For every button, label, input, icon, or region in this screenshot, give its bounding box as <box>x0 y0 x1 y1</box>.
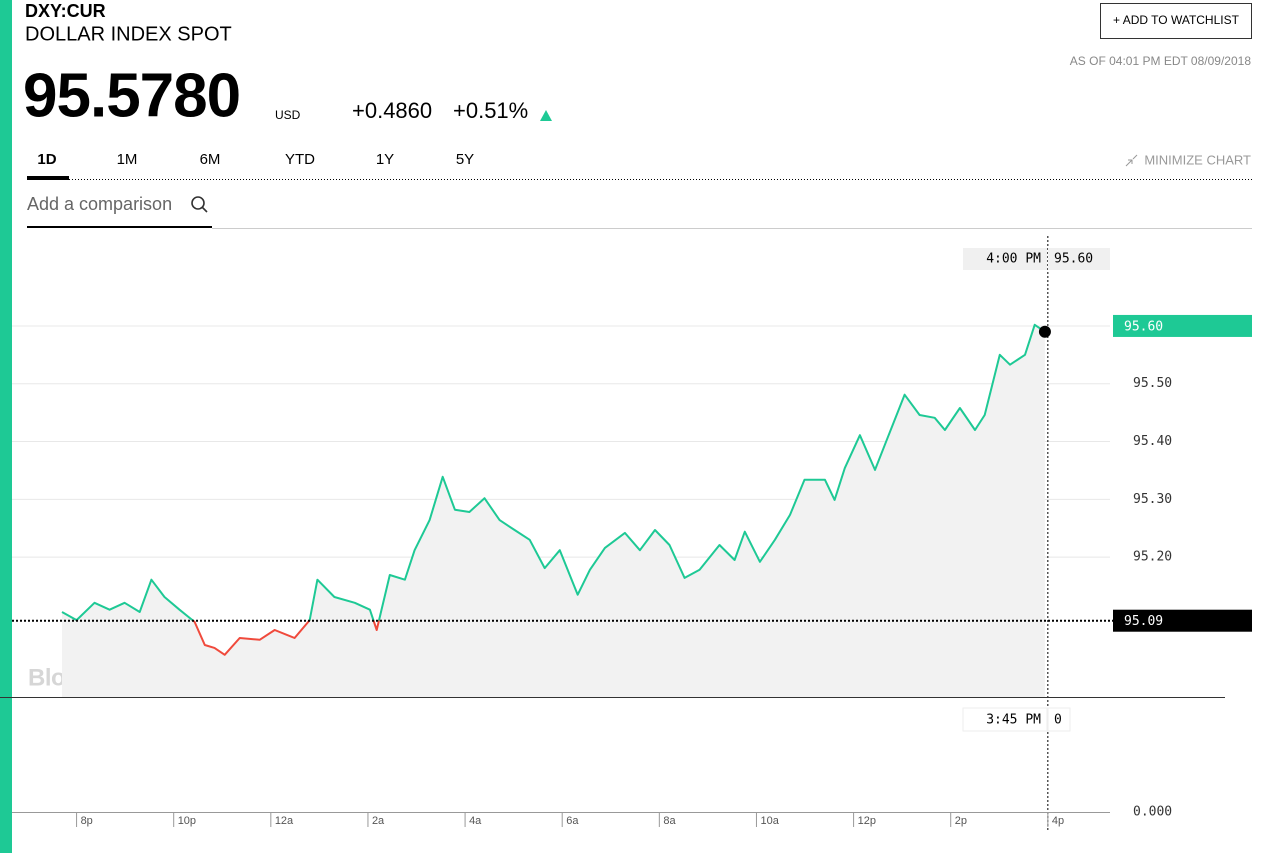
area <box>62 324 1045 697</box>
crosshair-time-box <box>963 248 1047 270</box>
tab[interactable]: YTD <box>285 151 315 168</box>
volume-value-box <box>1047 707 1071 732</box>
crosshair-value-box <box>1048 248 1110 270</box>
x-tick-label: 6a <box>566 815 579 827</box>
chart: BloombergMarkets95.2095.3095.4095.5095.0… <box>0 236 1252 830</box>
y-tick-label: 95.20 <box>1133 550 1172 565</box>
up-arrow <box>540 110 552 121</box>
volume-time: 3:45 PM <box>986 713 1041 728</box>
x-tick-label: 8a <box>663 815 676 827</box>
x-tick-label: 4p <box>1052 815 1064 827</box>
tab[interactable]: 1D <box>37 151 56 168</box>
tab[interactable]: 1M <box>117 151 138 168</box>
y-tick-label: 95.50 <box>1133 376 1172 391</box>
tabs: 1D 1M 6M YTD 1Y 5Y <box>37 151 474 168</box>
change-pct: +0.51% <box>453 98 528 123</box>
last-price-label: 95.60 <box>1124 319 1163 334</box>
x-tick-label: 2a <box>372 815 385 827</box>
crosshair-time: 4:00 PM <box>986 252 1041 267</box>
x-tick-label: 10a <box>760 815 779 827</box>
tab[interactable]: 5Y <box>456 151 474 168</box>
x-tick-label: 12p <box>858 815 876 827</box>
tab[interactable]: 1Y <box>376 151 394 168</box>
symbol: DXY:CUR <box>25 1 106 21</box>
x-tick-label: 4a <box>469 815 482 827</box>
previous-close-label: 95.09 <box>1124 614 1163 629</box>
volume-value: 0 <box>1054 713 1062 728</box>
minimize-button[interactable]: MINIMIZE CHART <box>1125 152 1251 167</box>
last-price-box <box>1113 314 1252 337</box>
price: 95.5780 <box>23 61 240 130</box>
active-tab-underline <box>27 176 69 180</box>
volume-axis-label: 0.000 <box>1133 805 1172 820</box>
crosshair-value: 95.60 <box>1054 252 1093 267</box>
input-underline <box>27 226 212 228</box>
watchlist-button[interactable]: + ADD TO WATCHLIST <box>1100 3 1252 39</box>
x-tick-label: 10p <box>178 815 196 827</box>
search-icon <box>191 196 205 210</box>
previous-close-box <box>1113 609 1252 632</box>
minimize-icon <box>1125 154 1138 167</box>
price-line <box>61 323 1046 656</box>
minimize-label[interactable]: MINIMIZE CHART <box>1144 152 1251 167</box>
comparison-input[interactable]: Add a comparison <box>27 194 172 214</box>
x-tick-label: 12a <box>275 815 294 827</box>
as-of: AS OF 04:01 PM EDT 08/09/2018 <box>1070 54 1252 68</box>
button-frame <box>1100 3 1252 39</box>
x-tick-label: 8p <box>81 815 93 827</box>
button-label[interactable]: + ADD TO WATCHLIST <box>1113 13 1240 27</box>
x-tick-label: 2p <box>955 815 967 827</box>
y-tick-label: 95.40 <box>1133 434 1172 449</box>
volume-time-box <box>962 707 1048 732</box>
last-point <box>1038 325 1051 338</box>
change: +0.4860 <box>352 98 432 123</box>
y-tick-label: 95.30 <box>1133 492 1172 507</box>
currency: USD <box>275 108 301 122</box>
search-icon-handle <box>201 206 208 213</box>
instrument-name: DOLLAR INDEX SPOT <box>25 23 232 45</box>
accent-bar <box>0 0 12 853</box>
tab[interactable]: 6M <box>200 151 221 168</box>
